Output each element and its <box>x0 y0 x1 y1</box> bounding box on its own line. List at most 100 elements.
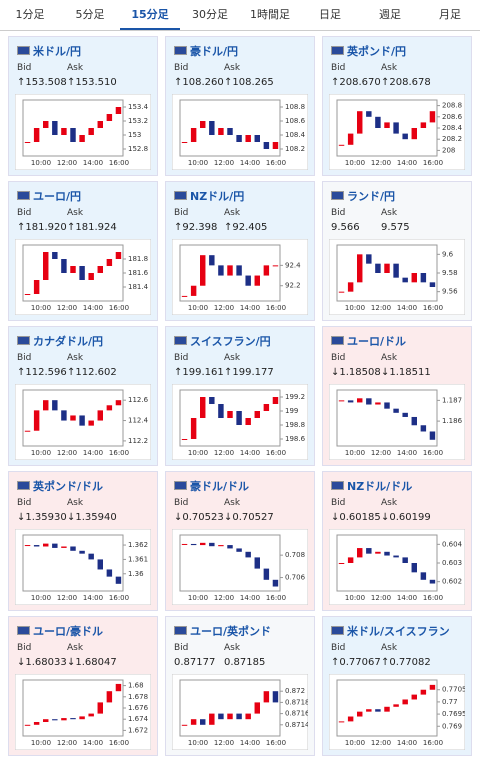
candle <box>347 400 354 403</box>
x-tick-label: 14:00 <box>397 739 417 747</box>
flag-icon <box>17 626 30 635</box>
y-tick-label: 181.8 <box>128 255 148 263</box>
currency-card[interactable]: 豪ドル/円 Bid Ask ↑108.260 ↑108.265 108.8 108.6 108… <box>165 36 315 176</box>
mini-chart: 199.2 199 198.8 198.6 10:00 12:00 14:00 16:00 <box>172 384 308 460</box>
currency-card[interactable]: ランド/円 Bid Ask 9.566 9.575 9.6 9.58 9.56 10:00 12:… <box>322 181 472 321</box>
tab[interactable]: 15分足 <box>120 0 180 30</box>
x-tick-label: 16:00 <box>109 159 129 167</box>
currency-card[interactable]: 英ポンド/円 Bid Ask ↑208.670 ↑208.678 208.8 208.6 20… <box>322 36 472 176</box>
tab[interactable]: 週足 <box>379 8 401 21</box>
ask-label: Ask <box>224 643 241 653</box>
candle <box>88 128 94 135</box>
tab[interactable]: 1分足 <box>15 8 45 21</box>
y-tick-label: 1.678 <box>128 693 148 701</box>
y-tick-label: 108.2 <box>285 145 305 153</box>
bid-value: 9.566 <box>331 222 360 233</box>
tab[interactable]: 日足 <box>319 8 341 21</box>
currency-card[interactable]: ユーロ/ドル Bid Ask ↓1.18508 ↓1.18511 1.187 1.186 10… <box>322 326 472 466</box>
candle <box>61 410 67 421</box>
currency-card[interactable]: 英ポンド/ドル Bid Ask ↓1.35930 ↓1.35940 1.362 1.361 1… <box>8 471 158 611</box>
bid-value: 0.87177 <box>174 657 216 668</box>
candle <box>209 121 215 135</box>
pair-name: ユーロ/豪ドル <box>33 625 104 638</box>
y-tick-label: 108.6 <box>285 117 306 125</box>
tab[interactable]: 1時間足 <box>250 8 290 21</box>
currency-card[interactable]: NZドル/ドル Bid Ask ↓0.60185 ↓0.60199 0.604 0.603 0… <box>322 471 472 611</box>
candle <box>384 122 390 128</box>
currency-card[interactable]: カナダドル/円 Bid Ask ↑112.596 ↑112.602 112.6 112.4 1… <box>8 326 158 466</box>
y-tick-label: 0.708 <box>285 551 305 559</box>
x-tick-label: 16:00 <box>266 449 286 457</box>
currency-card[interactable]: NZドル/円 Bid Ask ↑92.398 ↑92.405 92.4 92.2 10:00 1… <box>165 181 315 321</box>
candle <box>411 128 417 140</box>
currency-card[interactable]: 豪ドル/ドル Bid Ask ↓0.70523 ↓0.70527 0.708 0.706 10… <box>165 471 315 611</box>
tab[interactable]: 30分足 <box>192 8 228 21</box>
x-tick-label: 12:00 <box>57 304 77 312</box>
candle <box>357 111 363 134</box>
mini-chart: 1.187 1.186 10:00 12:00 14:00 16:00 <box>329 384 465 460</box>
plot-frame <box>179 244 281 302</box>
ask-label: Ask <box>381 643 398 653</box>
bid-label: Bid <box>17 63 32 73</box>
candle <box>411 694 417 700</box>
plot-frame <box>22 389 124 447</box>
candle <box>411 563 417 573</box>
candle <box>52 252 58 259</box>
candle <box>24 142 31 143</box>
chart-bg <box>329 384 465 460</box>
ask-value: ↑112.602 <box>67 367 117 378</box>
currency-card[interactable]: ユーロ/豪ドル Bid Ask ↓1.68033 ↓1.68047 1.68 1.678 1.… <box>8 616 158 756</box>
mini-chart: 0.708 0.706 10:00 12:00 14:00 16:00 <box>172 529 308 605</box>
candle <box>181 724 188 726</box>
y-tick-label: 0.872 <box>285 687 305 695</box>
mini-chart: 112.6 112.4 112.2 10:00 12:00 14:00 16:00 <box>15 384 151 460</box>
currency-card[interactable]: ユーロ/英ポンド Bid Ask 0.87177 0.87185 0.872 0.8718 0… <box>165 616 315 756</box>
candle <box>70 128 76 142</box>
mini-chart: 153.4 153.2 153 152.8 10:00 12:00 14:00 16:00 <box>15 94 151 170</box>
candle <box>402 133 408 140</box>
candle <box>43 121 49 128</box>
candle <box>24 724 31 726</box>
y-tick-label: 181.6 <box>128 269 149 277</box>
y-tick-label: 1.186 <box>442 417 463 425</box>
candle <box>115 400 122 406</box>
candle <box>338 563 345 564</box>
chart-bg <box>15 674 151 750</box>
y-tick-label: 153.4 <box>128 103 149 111</box>
bid-value: ↓0.60185 <box>331 512 381 523</box>
candle <box>429 111 436 123</box>
candle <box>209 255 215 266</box>
candle <box>97 266 103 273</box>
ask-label: Ask <box>224 208 241 218</box>
candle <box>393 408 399 413</box>
tab[interactable]: 5分足 <box>75 8 105 21</box>
x-tick-label: 10:00 <box>188 739 208 747</box>
x-tick-label: 12:00 <box>214 594 234 602</box>
candle <box>227 265 233 276</box>
bid-label: Bid <box>17 208 32 218</box>
candle <box>181 295 188 297</box>
tab[interactable]: 月足 <box>439 8 461 21</box>
bid-label: Bid <box>174 208 189 218</box>
ask-value: 9.575 <box>381 222 410 233</box>
y-tick-label: 198.8 <box>285 421 305 429</box>
candle <box>263 691 270 703</box>
currency-card[interactable]: 米ドル/円 Bid Ask ↑153.508 ↑153.510 153.4 153.2 153… <box>8 36 158 176</box>
mini-chart: 0.7705 0.77 0.7695 0.769 10:00 12:00 14:00 16:0… <box>329 674 465 750</box>
pair-name: 英ポンド/円 <box>347 45 407 58</box>
candle <box>357 254 363 283</box>
pair-name: NZドル/円 <box>190 190 245 203</box>
candle <box>190 285 197 296</box>
currency-card[interactable]: 米ドル/スイスフラン Bid Ask ↑0.77067 ↑0.77082 0.7705 0.… <box>322 616 472 756</box>
pair-name: 豪ドル/円 <box>190 45 239 58</box>
y-tick-label: 0.8718 <box>285 698 308 706</box>
plot-frame <box>179 534 281 592</box>
x-tick-label: 10:00 <box>188 449 208 457</box>
x-tick-label: 14:00 <box>240 304 260 312</box>
x-tick-label: 12:00 <box>214 449 234 457</box>
currency-card[interactable]: ユーロ/円 Bid Ask ↑181.920 ↑181.924 181.8 181.6 181… <box>8 181 158 321</box>
y-tick-label: 1.361 <box>128 555 148 563</box>
candle <box>200 255 206 286</box>
y-tick-label: 108.4 <box>285 131 306 139</box>
currency-card[interactable]: スイスフラン/円 Bid Ask ↑199.161 ↑199.177 199.2 199 19… <box>165 326 315 466</box>
